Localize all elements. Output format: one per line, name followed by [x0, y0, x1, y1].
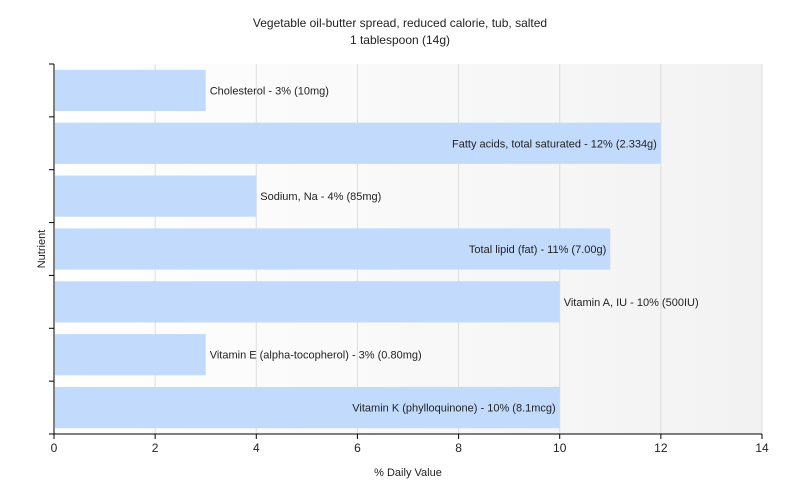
bar: [55, 386, 560, 429]
bar-data-label: Sodium, Na - 4% (85mg): [260, 191, 381, 203]
x-tick-label: 14: [755, 441, 769, 455]
bar-data-label: Total lipid (fat) - 11% (7.00g): [469, 244, 606, 256]
axes: 0 2 4 6 8 10 12 14: [49, 63, 769, 455]
bar: [55, 122, 661, 164]
bar-data-label: Vitamin K (phylloquinone) - 10% (8.1mcg): [352, 403, 555, 415]
chart-subtitle: 1 tablespoon (14g): [349, 33, 451, 47]
x-tick-label: 0: [51, 441, 58, 455]
bar-data-label: Vitamin A, IU - 10% (500IU): [564, 297, 699, 309]
bar: [55, 228, 611, 270]
x-tick-label: 8: [455, 441, 462, 455]
bar: [55, 69, 206, 112]
y-axis-title: Nutrient: [36, 230, 48, 269]
bar: [55, 175, 257, 217]
bar: [55, 334, 206, 376]
bar-data-label: Cholesterol - 3% (10mg): [210, 85, 329, 97]
bar: [55, 281, 560, 323]
bar-data-label: Fatty acids, total saturated - 12% (2.33…: [452, 138, 657, 150]
bars: Cholesterol - 3% (10mg) Fatty acids, tota…: [55, 69, 699, 429]
x-tick-label: 4: [253, 441, 260, 455]
chart-title: Vegetable oil-butter spread, reduced cal…: [252, 16, 548, 30]
x-axis-title: % Daily Value: [374, 467, 442, 479]
x-tick-label: 10: [553, 441, 567, 455]
x-tick-label: 12: [654, 441, 668, 455]
bar-data-label: Vitamin E (alpha-tocopherol) - 3% (0.80m…: [210, 350, 422, 362]
x-tick-label: 2: [152, 441, 159, 455]
x-tick-label: 6: [354, 441, 361, 455]
